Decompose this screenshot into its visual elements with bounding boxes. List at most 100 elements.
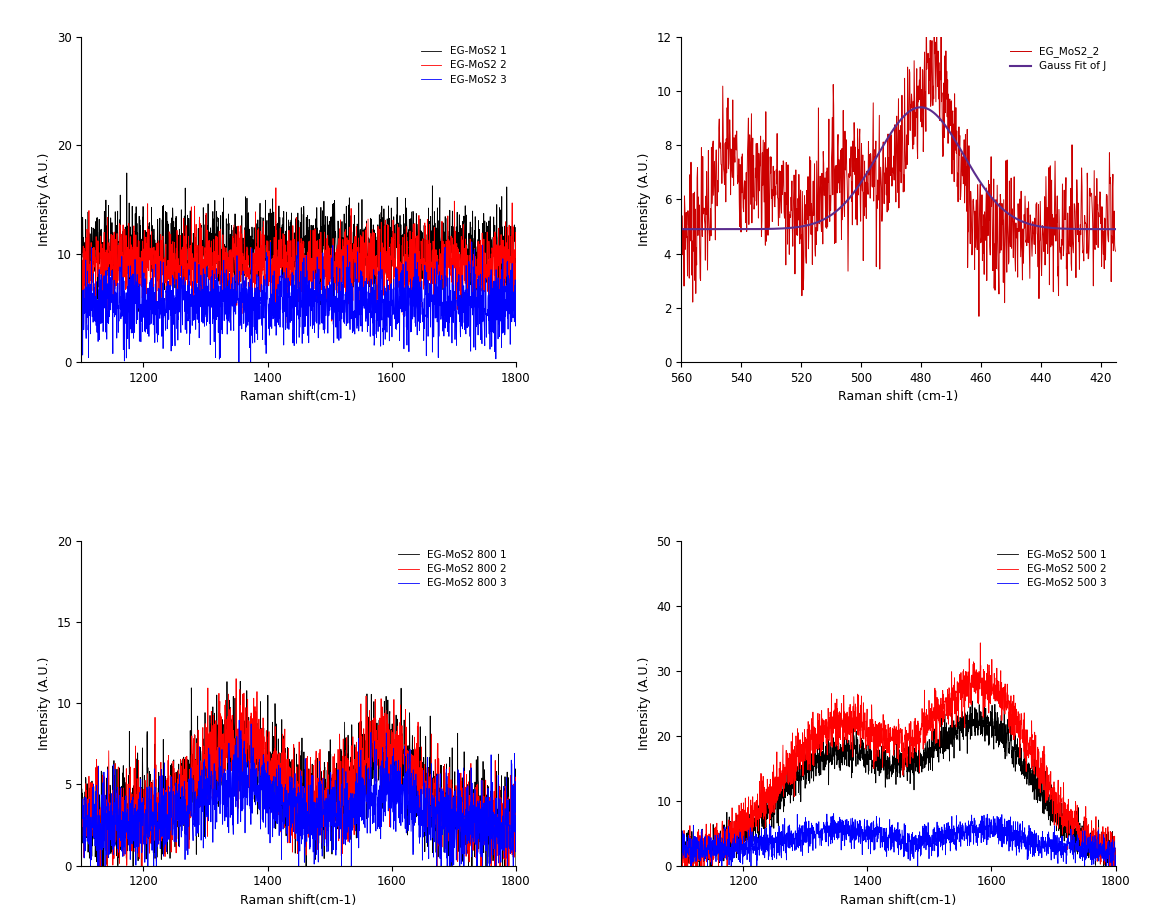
EG-MoS2 800 2 (496, 815, 510, 826)
Line: EG-MoS2 2: EG-MoS2 2 (81, 188, 516, 323)
EG-MoS2 800 3 (453, 878, 467, 889)
EG-MoS2 2 (268, 182, 282, 193)
EG-MoS2 800 1 (274, 792, 288, 803)
EG-MoS2 500 3 (1017, 834, 1031, 845)
EG-MoS2 500 2 (1109, 843, 1122, 854)
Gauss Fit of J (1109, 224, 1122, 235)
EG-MoS2 500 1 (684, 872, 698, 883)
EG_MoS2_2 (1021, 196, 1035, 207)
EG-MoS2 2 (417, 275, 431, 286)
EG-MoS2 500 2 (874, 722, 888, 733)
EG-MoS2 2 (74, 272, 88, 283)
Line: EG_MoS2_2: EG_MoS2_2 (681, 4, 1116, 316)
EG-MoS2 500 1 (1096, 849, 1110, 860)
EG-MoS2 500 3 (1109, 850, 1122, 861)
EG-MoS2 3 (96, 271, 110, 282)
EG-MoS2 1 (120, 168, 134, 179)
Legend: EG-MoS2 800 1, EG-MoS2 800 2, EG-MoS2 800 3: EG-MoS2 800 1, EG-MoS2 800 2, EG-MoS2 80… (394, 546, 510, 592)
EG-MoS2 800 2 (274, 748, 288, 759)
EG-MoS2 800 2 (509, 831, 523, 842)
EG-MoS2 500 1 (874, 764, 888, 775)
EG-MoS2 800 1 (96, 810, 110, 822)
EG-MoS2 500 1 (696, 846, 710, 857)
Line: EG-MoS2 500 2: EG-MoS2 500 2 (681, 643, 1116, 883)
EG-MoS2 800 1 (496, 783, 510, 794)
EG-MoS2 3 (274, 264, 288, 275)
EG-MoS2 500 1 (1097, 839, 1111, 850)
EG-MoS2 1 (131, 306, 145, 317)
X-axis label: Raman shift(cm-1): Raman shift(cm-1) (840, 894, 956, 907)
EG-MoS2 800 2 (417, 771, 431, 782)
EG-MoS2 800 3 (417, 771, 431, 782)
EG_MoS2_2 (1013, 251, 1027, 262)
Y-axis label: Intensity (A.U.): Intensity (A.U.) (638, 657, 651, 750)
EG-MoS2 800 3 (96, 842, 110, 853)
Line: EG-MoS2 3: EG-MoS2 3 (81, 241, 516, 365)
EG-MoS2 500 3 (826, 808, 840, 819)
EG-MoS2 800 1 (496, 821, 510, 832)
EG-MoS2 800 1 (417, 764, 431, 775)
EG_MoS2_2 (1109, 246, 1122, 257)
EG_MoS2_2 (674, 169, 688, 180)
EG-MoS2 800 1 (96, 884, 110, 895)
Line: EG-MoS2 500 3: EG-MoS2 500 3 (681, 813, 1116, 871)
Gauss Fit of J (973, 176, 987, 187)
EG-MoS2 500 2 (1017, 719, 1031, 730)
Gauss Fit of J (866, 158, 880, 169)
EG-MoS2 800 3 (232, 715, 246, 726)
EG-MoS2 2 (96, 237, 110, 248)
EG-MoS2 2 (496, 271, 510, 282)
Gauss Fit of J (1021, 218, 1035, 229)
EG-MoS2 800 3 (286, 818, 300, 829)
EG-MoS2 3 (74, 314, 88, 325)
EG-MoS2 800 2 (96, 793, 110, 804)
EG-MoS2 1 (274, 262, 288, 274)
X-axis label: Raman shift(cm-1): Raman shift(cm-1) (241, 391, 357, 403)
EG-MoS2 500 1 (966, 695, 980, 706)
EG-MoS2 500 2 (1097, 852, 1111, 863)
EG-MoS2 1 (509, 257, 523, 268)
EG-MoS2 1 (496, 238, 510, 249)
EG-MoS2 800 2 (496, 828, 510, 839)
EG-MoS2 500 3 (1109, 866, 1122, 877)
EG-MoS2 1 (74, 233, 88, 244)
EG-MoS2 1 (286, 251, 300, 262)
EG-MoS2 800 1 (286, 756, 300, 767)
EG_MoS2_2 (971, 310, 985, 321)
EG-MoS2 2 (496, 306, 510, 317)
EG-MoS2 3 (286, 337, 300, 348)
EG-MoS2 500 2 (1096, 853, 1110, 864)
EG-MoS2 3 (417, 309, 431, 321)
EG-MoS2 800 3 (274, 810, 288, 822)
EG-MoS2 800 3 (496, 781, 510, 792)
EG-MoS2 500 2 (696, 838, 710, 849)
EG-MoS2 800 2 (498, 888, 512, 899)
Gauss Fit of J (1013, 216, 1027, 227)
EG-MoS2 500 3 (874, 831, 888, 842)
EG-MoS2 500 1 (1017, 754, 1031, 765)
EG_MoS2_2 (974, 179, 988, 190)
EG-MoS2 500 3 (1096, 839, 1110, 850)
EG_MoS2_2 (866, 181, 880, 192)
Gauss Fit of J (674, 224, 688, 235)
EG-MoS2 500 2 (974, 637, 988, 648)
Line: EG-MoS2 800 3: EG-MoS2 800 3 (81, 720, 516, 883)
EG-MoS2 3 (496, 327, 510, 338)
EG-MoS2 1 (417, 274, 431, 286)
EG-MoS2 800 2 (286, 799, 300, 810)
EG-MoS2 500 2 (885, 723, 899, 734)
X-axis label: Raman shift(cm-1): Raman shift(cm-1) (241, 894, 357, 907)
EG_MoS2_2 (919, 0, 933, 9)
EG-MoS2 2 (509, 251, 523, 262)
EG-MoS2 500 3 (674, 837, 688, 848)
Legend: EG-MoS2 1, EG-MoS2 2, EG-MoS2 3: EG-MoS2 1, EG-MoS2 2, EG-MoS2 3 (416, 42, 510, 88)
EG-MoS2 800 2 (74, 857, 88, 868)
EG-MoS2 500 2 (674, 842, 688, 853)
Line: EG-MoS2 800 2: EG-MoS2 800 2 (81, 679, 516, 893)
EG-MoS2 800 2 (229, 673, 243, 684)
EG-MoS2 2 (274, 244, 288, 255)
Gauss Fit of J (913, 101, 927, 112)
Line: EG-MoS2 800 1: EG-MoS2 800 1 (81, 682, 516, 890)
X-axis label: Raman shift (cm-1): Raman shift (cm-1) (838, 391, 959, 403)
EG-MoS2 500 1 (674, 863, 688, 874)
